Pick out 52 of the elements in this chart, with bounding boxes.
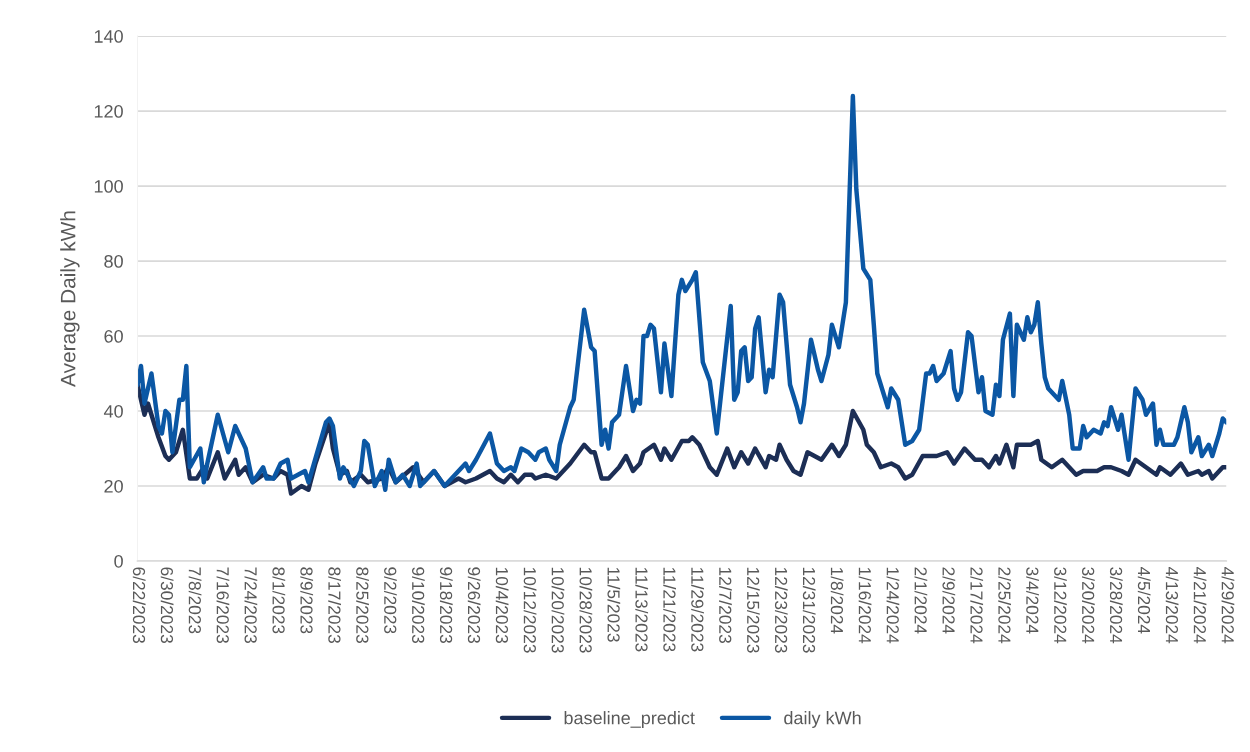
x-tick-label: 11/21/2023 bbox=[663, 567, 677, 652]
y-tick-label: 80 bbox=[104, 254, 123, 268]
x-tick-label: 3/4/2024 bbox=[1026, 567, 1039, 634]
y-axis-title: Average Daily kWh bbox=[60, 211, 80, 387]
x-tick-label: 2/9/2024 bbox=[942, 567, 956, 634]
x-tick-label: 8/25/2023 bbox=[356, 567, 369, 644]
x-tick-label: 9/18/2023 bbox=[439, 567, 453, 644]
x-tick-label: 7/8/2023 bbox=[188, 567, 202, 634]
x-tick-label: 11/5/2023 bbox=[607, 567, 621, 642]
y-tick-label: 20 bbox=[104, 479, 123, 493]
x-tick-label: 1/24/2024 bbox=[886, 567, 900, 644]
y-tick-label: 120 bbox=[94, 105, 123, 118]
x-tick-label: 10/4/2023 bbox=[495, 567, 509, 644]
x-tick-label: 9/26/2023 bbox=[467, 567, 481, 644]
y-tick-label: 100 bbox=[94, 180, 123, 193]
x-tick-label: 4/21/2024 bbox=[1193, 566, 1207, 644]
x-tick-label: 8/1/2023 bbox=[272, 567, 286, 634]
y-tick-label: 60 bbox=[104, 329, 123, 343]
legend-label: baseline_predict bbox=[564, 711, 695, 728]
x-tick-label: 9/10/2023 bbox=[412, 567, 425, 644]
x-tick-label: 4/5/2024 bbox=[1137, 566, 1151, 634]
x-tick-label: 2/17/2024 bbox=[970, 567, 984, 644]
y-tick-label: 0 bbox=[114, 554, 123, 568]
x-tick-label: 3/12/2024 bbox=[1054, 567, 1067, 644]
x-tick-label: 4/13/2024 bbox=[1165, 566, 1179, 644]
x-tick-label: 8/9/2023 bbox=[300, 567, 314, 634]
legend-label: daily kWh bbox=[784, 711, 861, 728]
x-tick-label: 12/7/2023 bbox=[719, 567, 732, 644]
x-tick-label: 7/24/2023 bbox=[244, 567, 258, 644]
x-tick-label: 11/13/2023 bbox=[635, 567, 649, 652]
x-tick-label: 10/28/2023 bbox=[579, 567, 593, 653]
x-tick-label: 6/30/2023 bbox=[160, 567, 174, 644]
x-tick-label: 10/20/2023 bbox=[551, 567, 565, 653]
x-tick-label: 1/16/2024 bbox=[858, 567, 872, 644]
x-tick-label: 12/15/2023 bbox=[747, 567, 760, 653]
x-tick-label: 10/12/2023 bbox=[523, 567, 537, 653]
x-tick-label: 4/29/2024 bbox=[1221, 566, 1235, 644]
x-tick-label: 12/23/2023 bbox=[774, 567, 788, 653]
x-tick-label: 12/31/2023 bbox=[802, 567, 816, 653]
x-tick-label: 9/2/2023 bbox=[384, 567, 397, 634]
x-tick-label: 1/8/2024 bbox=[830, 567, 844, 634]
x-tick-label: 8/17/2023 bbox=[328, 567, 342, 644]
x-tick-label: 6/22/2023 bbox=[132, 567, 146, 644]
x-tick-label: 7/16/2023 bbox=[216, 567, 230, 644]
x-tick-label: 2/25/2024 bbox=[998, 567, 1012, 644]
x-tick-label: 2/1/2024 bbox=[914, 567, 928, 634]
x-tick-label: 3/20/2024 bbox=[1082, 567, 1095, 644]
x-tick-label: 3/28/2024 bbox=[1109, 567, 1123, 644]
y-tick-label: 40 bbox=[103, 404, 123, 418]
y-tick-label: 140 bbox=[94, 30, 123, 43]
line-series bbox=[137, 93, 1227, 492]
x-tick-label: 11/29/2023 bbox=[691, 567, 704, 652]
